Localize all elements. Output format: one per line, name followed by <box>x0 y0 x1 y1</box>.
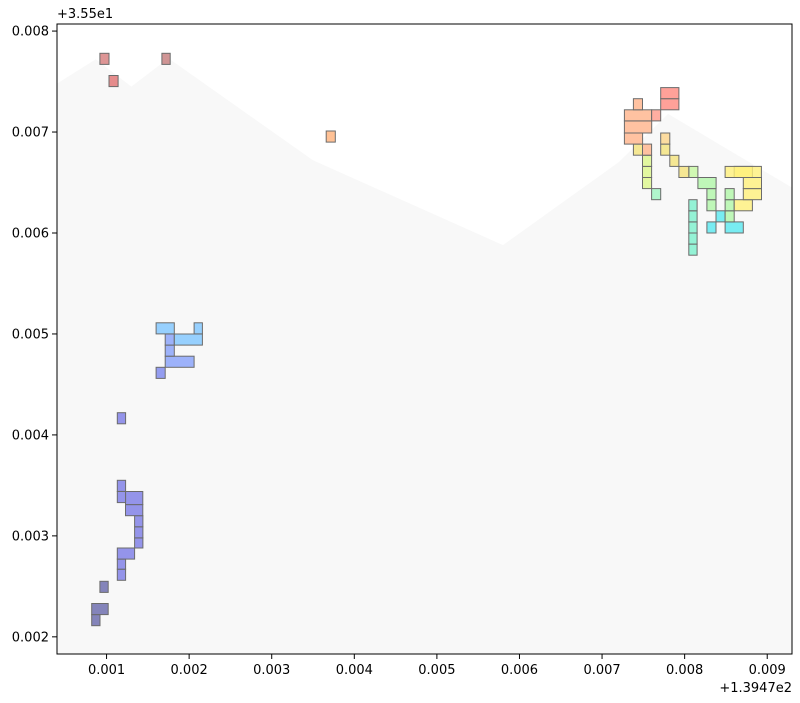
heatmap-cell <box>134 537 144 549</box>
heatmap-cell <box>724 210 735 223</box>
heatmap-cell <box>116 558 127 570</box>
x-tick-label: 0.005 <box>418 663 455 678</box>
x-tick-label: 0.007 <box>583 663 620 678</box>
heatmap-cell <box>724 165 762 178</box>
heatmap-cell <box>651 188 662 201</box>
heatmap-cell <box>193 322 203 335</box>
heatmap-cell <box>134 515 144 528</box>
heatmap-cell <box>706 221 717 234</box>
heatmap-cell <box>669 154 680 167</box>
heatmap-cell <box>108 75 119 88</box>
heatmap-cell <box>660 87 680 100</box>
heatmap-cell <box>125 491 144 506</box>
heatmap-cell <box>715 210 726 223</box>
heatmap-cell <box>742 188 762 201</box>
y-tick-label: 0.004 <box>12 428 49 443</box>
heatmap-cell <box>164 344 175 357</box>
y-tick-label: 0.006 <box>12 226 49 241</box>
y-axis: 0.002 0.003 0.004 0.005 0.006 0.007 0.008 <box>12 25 57 645</box>
heatmap-cell <box>642 154 653 167</box>
x-tick-label: 0.001 <box>88 663 125 678</box>
heatmap-cell <box>632 98 644 111</box>
plot-frame <box>56 23 793 655</box>
heatmap-cell <box>688 210 698 223</box>
y-tick-label: 0.005 <box>12 327 49 342</box>
y-tick-label: 0.008 <box>12 25 49 40</box>
x-tick-label: 0.004 <box>336 663 373 678</box>
heatmap-cell <box>688 199 698 212</box>
heatmap-cell <box>642 143 653 156</box>
x-tick-label: 0.009 <box>749 663 786 678</box>
x-tick-label: 0.006 <box>501 663 538 678</box>
y-offset-label: +3.55e1 <box>57 7 113 22</box>
heatmap-cell <box>134 526 144 539</box>
x-axis: 0.001 0.002 0.003 0.004 0.005 0.006 0.007 0.008… <box>88 654 786 678</box>
heatmap-cell <box>660 98 680 111</box>
heatmap-cell <box>623 120 653 134</box>
heatmap-cell <box>724 221 744 234</box>
heatmap-cell <box>91 603 109 616</box>
heatmap-cell <box>155 366 166 379</box>
heatmap-cell <box>116 479 127 492</box>
heatmap-cell <box>116 568 127 581</box>
heatmap-cell <box>642 165 653 178</box>
heatmap-cell <box>155 322 175 335</box>
heatmap-cell <box>706 199 717 212</box>
heatmap-cell <box>724 199 735 212</box>
heatmap-cell <box>91 614 101 627</box>
heatmap-cell <box>116 491 127 504</box>
heatmap-cell <box>623 109 653 122</box>
x-tick-label: 0.002 <box>171 663 208 678</box>
heatmap-cell <box>706 188 717 201</box>
heatmap-cell <box>99 580 109 593</box>
heatmap-cell <box>642 177 653 190</box>
x-tick-label: 0.008 <box>666 663 703 678</box>
x-offset-label: +1.3947e2 <box>719 681 792 696</box>
heatmap-cell <box>688 232 698 245</box>
heatmap-cell <box>688 243 698 256</box>
heatmap-cell <box>660 143 671 156</box>
y-tick-label: 0.003 <box>12 529 49 544</box>
heatmap-cell <box>651 109 662 122</box>
heatmap-cell <box>742 177 762 190</box>
heatmap-cell <box>125 504 144 517</box>
heatmap-cell <box>660 132 671 145</box>
heatmap-cell <box>116 412 127 425</box>
heatmap-cell <box>164 355 195 368</box>
heatmap-cell <box>173 333 203 346</box>
heatmap-cell <box>99 52 110 65</box>
heatmap-cell <box>632 143 644 156</box>
y-tick-label: 0.002 <box>12 630 49 645</box>
heatmap-cell <box>688 221 698 234</box>
heatmap-cell <box>697 177 717 190</box>
heatmap-cell <box>161 52 171 65</box>
heatmap-cell <box>688 165 699 178</box>
y-tick-label: 0.007 <box>12 126 49 141</box>
heatmap-cell <box>116 547 136 560</box>
heatmap-cell <box>733 199 753 212</box>
x-tick-label: 0.003 <box>253 663 290 678</box>
heatmap-cell <box>724 188 735 201</box>
heatmap-cells <box>91 52 762 627</box>
background-region <box>57 58 792 655</box>
heatmap-cell <box>678 165 690 178</box>
heatmap-cell <box>325 130 336 143</box>
heatmap-cell <box>164 333 175 346</box>
heatmap-cell <box>623 132 644 145</box>
